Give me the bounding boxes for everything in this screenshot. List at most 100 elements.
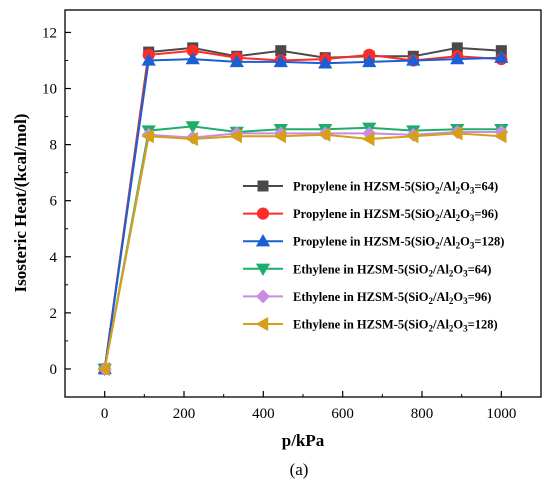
legend-label: Propylene in HZSM-5(SiO2/Al2O3=64) [293, 180, 498, 196]
data-point [185, 121, 200, 134]
data-point [185, 51, 200, 65]
series-layer [97, 42, 509, 377]
legend-label-part: 3 [470, 186, 475, 196]
legend-label-part: /Al [439, 235, 457, 249]
data-point [406, 129, 419, 144]
y-tick-label: 6 [50, 194, 58, 210]
legend-label-part: Propylene in HZSM-5(SiO [293, 207, 435, 221]
x-tick-label: 600 [331, 406, 354, 422]
data-point [450, 51, 465, 65]
legend-item-6: Ethylene in HZSM-5(SiO2/Al2O3=128) [243, 316, 498, 334]
y-tick-label: 12 [42, 25, 57, 41]
y-tick-label: 0 [50, 362, 58, 378]
data-point [97, 361, 110, 377]
legend-item-3: Propylene in HZSM-5(SiO2/Al2O3=128) [243, 233, 504, 251]
x-tick-label: 0 [101, 406, 109, 422]
data-point [275, 45, 287, 57]
data-point [494, 129, 507, 144]
x-tick-label: 400 [252, 406, 275, 422]
legend-label-part: =128) [468, 318, 498, 332]
legend-label-part: O [460, 180, 470, 194]
legend-label-part: O [460, 235, 470, 249]
legend-label-part: 2 [456, 186, 461, 196]
legend-label-part: 2 [456, 241, 461, 251]
x-axis-title: p/kPa [282, 431, 325, 450]
data-point [229, 54, 244, 68]
legend-item-1: Propylene in HZSM-5(SiO2/Al2O3=64) [243, 180, 498, 196]
legend-label-part: Propylene in HZSM-5(SiO [293, 235, 435, 249]
legend-label-part: /Al [432, 262, 450, 276]
data-point [317, 127, 331, 142]
y-axis-title: Isosteric Heat/(kcal/mol) [11, 114, 30, 293]
legend-label-part: /Al [439, 207, 457, 221]
y-tick-label: 10 [42, 82, 57, 98]
series-line [103, 125, 502, 370]
series-line [103, 46, 502, 370]
x-tick-label: 1000 [486, 406, 516, 422]
legend-label: Ethylene in HZSM-5(SiO2/Al2O3=96) [293, 290, 491, 306]
legend-label: Propylene in HZSM-5(SiO2/Al2O3=96) [293, 207, 498, 223]
series-line [103, 56, 502, 370]
legend-label: Ethylene in HZSM-5(SiO2/Al2O3=128) [293, 318, 498, 334]
legend-label-part: Ethylene in HZSM-5(SiO [293, 262, 429, 276]
legend-label-part: 3 [470, 213, 475, 223]
series-line [103, 49, 502, 370]
y-tick-label: 8 [50, 138, 58, 154]
data-point [273, 129, 286, 144]
data-point [362, 54, 377, 68]
legend-label-part: Ethylene in HZSM-5(SiO [293, 290, 429, 304]
legend-swatch-marker [255, 263, 271, 277]
legend: Propylene in HZSM-5(SiO2/Al2O3=64)Propyl… [243, 180, 504, 334]
legend-label-part: Propylene in HZSM-5(SiO [293, 180, 435, 194]
legend-label-part: 2 [435, 186, 440, 196]
legend-item-5: Ethylene in HZSM-5(SiO2/Al2O3=96) [243, 289, 491, 306]
legend-label-part: 2 [449, 296, 454, 306]
legend-swatch-marker [255, 233, 271, 247]
legend-label-part: 2 [456, 213, 461, 223]
legend-label-part: O [453, 318, 463, 332]
legend-swatch-marker [256, 207, 270, 220]
legend-label-part: O [453, 290, 463, 304]
y-tick-label: 2 [50, 306, 58, 322]
legend-label-part: O [453, 262, 463, 276]
data-point [229, 129, 242, 144]
legend-label-part: =64) [468, 262, 492, 276]
series-5 [97, 125, 509, 376]
legend-label: Propylene in HZSM-5(SiO2/Al2O3=128) [293, 235, 504, 251]
legend-label-part: 2 [428, 268, 433, 278]
legend-label-part: /Al [439, 180, 457, 194]
data-point [141, 53, 156, 66]
series-line [103, 132, 502, 370]
legend-item-4: Ethylene in HZSM-5(SiO2/Al2O3=64) [243, 262, 491, 278]
legend-label-part: 3 [463, 268, 468, 278]
legend-label-part: 2 [449, 324, 454, 334]
legend-label-part: /Al [432, 290, 450, 304]
axes-layer: 0 200 400 600 800 1000 0 2 4 6 8 10 12 [42, 25, 516, 422]
data-point [185, 131, 198, 147]
data-point [273, 54, 288, 68]
series-6 [97, 126, 507, 377]
legend-label-part: 2 [435, 213, 440, 223]
series-3 [97, 50, 509, 375]
data-point [318, 56, 333, 69]
x-tick-label: 200 [173, 406, 196, 422]
legend-label-part: 3 [463, 296, 468, 306]
data-point [141, 129, 154, 144]
legend-label-part: 2 [428, 324, 433, 334]
legend-swatch-marker [256, 289, 270, 304]
legend-label-part: 3 [470, 241, 475, 251]
legend-label-part: Ethylene in HZSM-5(SiO [293, 318, 429, 332]
data-point [494, 50, 509, 63]
legend-item-2: Propylene in HZSM-5(SiO2/Al2O3=96) [243, 207, 498, 223]
legend-label-part: 2 [435, 241, 440, 251]
legend-label-part: =96) [468, 290, 492, 304]
legend-label-part: =128) [474, 235, 504, 249]
legend-label: Ethylene in HZSM-5(SiO2/Al2O3=64) [293, 262, 491, 278]
legend-label-part: =96) [474, 207, 498, 221]
legend-label-part: =64) [474, 180, 498, 194]
legend-label-part: O [460, 207, 470, 221]
panel-label: (a) [290, 460, 309, 479]
data-point [361, 131, 375, 147]
legend-label-part: 2 [428, 296, 433, 306]
